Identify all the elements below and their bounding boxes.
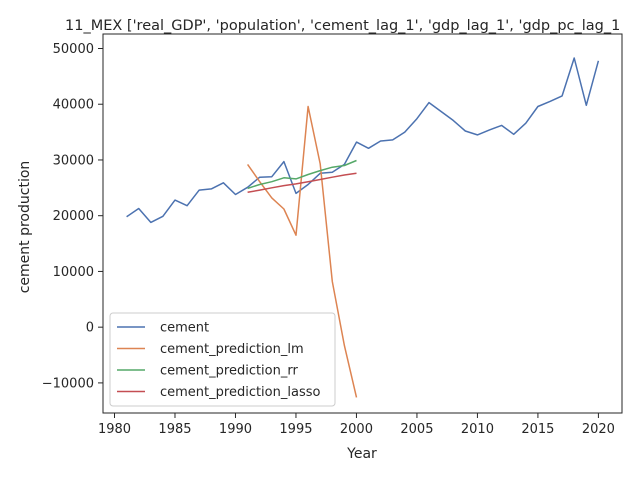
x-tick-label: 1985 [158, 422, 191, 437]
legend-label-cement: cement [160, 321, 209, 336]
chart-title: 11_MEX ['real_GDP', 'population', 'cemen… [65, 18, 620, 34]
legend-label-cement-prediction-lasso: cement_prediction_lasso [160, 385, 320, 400]
legend-box [109, 312, 336, 407]
series-line-cement-prediction-rr [247, 159, 357, 190]
plot-frame [102, 33, 623, 414]
y-tick-label: −10000 [42, 376, 94, 391]
legend-label-cement-prediction-lm: cement_prediction_lm [160, 342, 304, 357]
series-line-cement-prediction-lm [246, 105, 358, 398]
x-tick-label: 2020 [582, 422, 615, 437]
x-tick-label: 2000 [340, 422, 373, 437]
x-tick-label: 1980 [98, 422, 131, 437]
y-axis: −10000 0 10000 20000 30000 40000 50000 [42, 42, 103, 391]
x-tick-label: 2005 [400, 422, 433, 437]
x-tick-label: 2010 [461, 422, 494, 437]
x-tick-label: 2015 [521, 422, 554, 437]
x-axis-label: Year [346, 446, 377, 462]
y-tick-label: 40000 [53, 98, 94, 113]
y-tick-label: 0 [86, 321, 94, 336]
y-tick-label: 30000 [53, 153, 94, 168]
legend: cement cement_prediction_lm cement_predict… [109, 312, 336, 407]
y-tick-label: 50000 [53, 42, 94, 57]
x-tick-label: 1995 [279, 422, 312, 437]
series-line-cement [126, 57, 600, 224]
y-tick-label: 20000 [53, 209, 94, 224]
series-lines [126, 57, 600, 398]
x-axis: 1980 1985 1990 1995 2000 2005 2010 2015 2020 [98, 413, 615, 437]
y-tick-label: 10000 [53, 265, 94, 280]
series-line-cement-prediction-lasso [247, 172, 357, 194]
x-tick-label: 1990 [219, 422, 252, 437]
legend-label-cement-prediction-rr: cement_prediction_rr [160, 364, 298, 379]
y-axis-label: cement production [17, 161, 33, 294]
